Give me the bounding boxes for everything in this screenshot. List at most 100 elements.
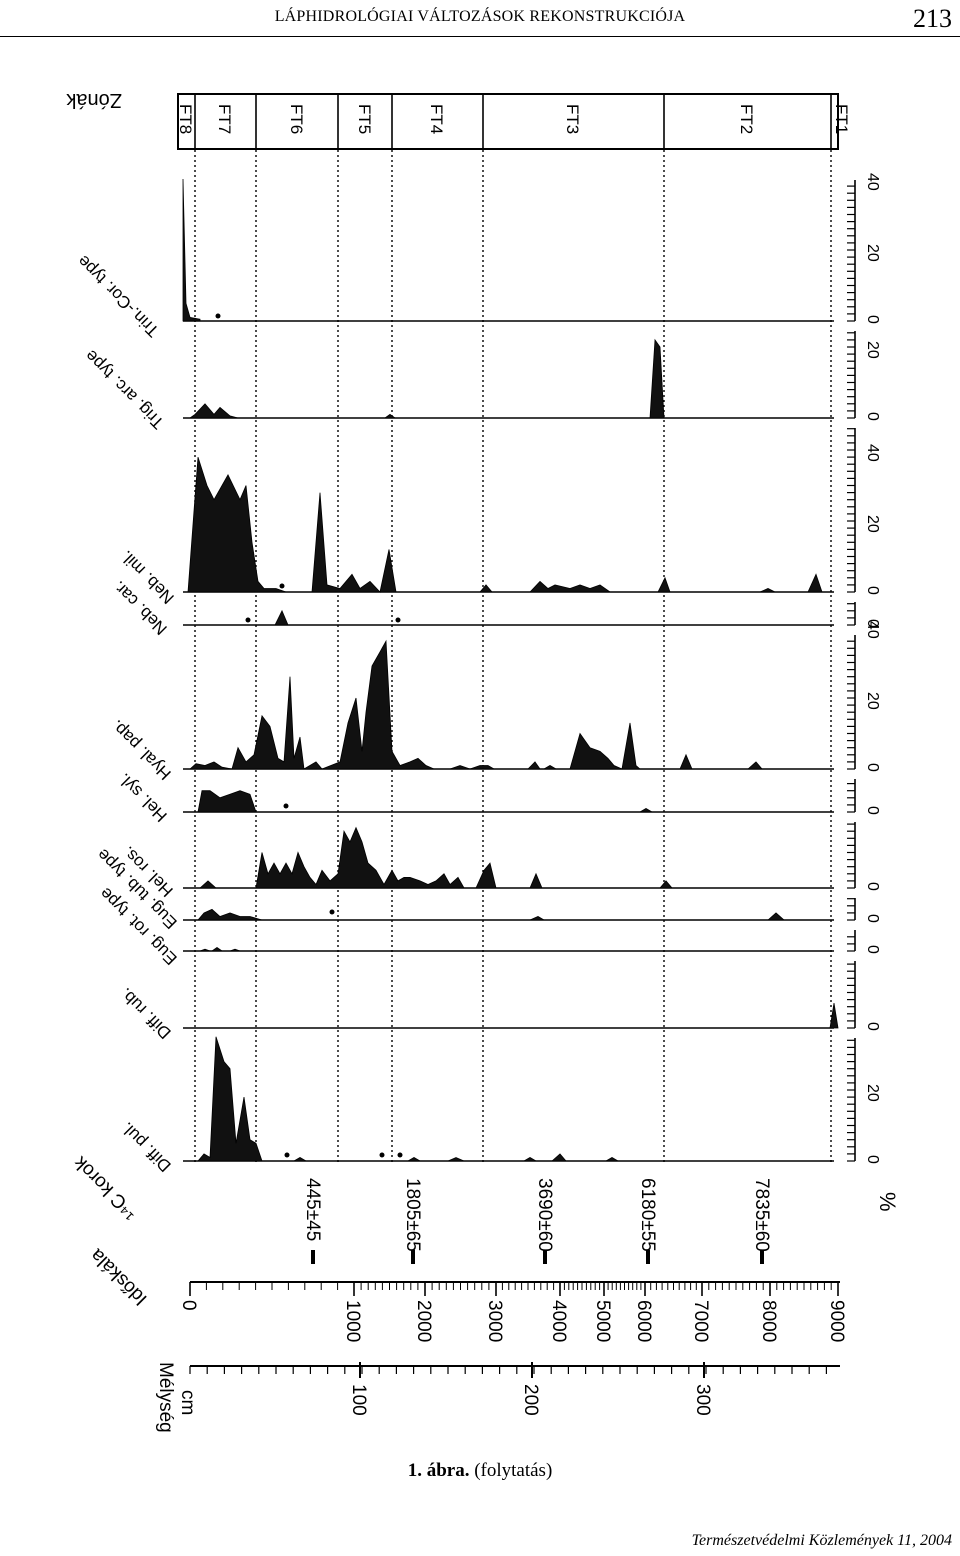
c14-heading: ¹⁴C korok [70, 1152, 142, 1224]
presence-marker [284, 1152, 290, 1158]
presence-marker [279, 583, 285, 589]
c14-date-label: 3690±60 [534, 1178, 555, 1252]
age-heading: Időskála [86, 1244, 151, 1309]
taxon-name: Diff. pul. [118, 1118, 175, 1175]
page-number: 213 [913, 4, 952, 33]
c14-date-label: 6180±55 [637, 1178, 658, 1252]
presence-marker [379, 1152, 385, 1158]
age-tick-label: 5000 [592, 1300, 613, 1342]
zone-label: FT3 [563, 104, 582, 134]
c14-date-label: 445±45 [302, 1178, 323, 1241]
taxon-abundance-curve [197, 790, 654, 813]
age-axis: 0 1000 2000 3000 4000 5000 6000 7000 8000 9000 Idő… [86, 1244, 847, 1342]
depth-tick-label: 100 [348, 1384, 369, 1416]
age-tick-label: 1000 [342, 1300, 363, 1342]
scale-label: 20 [864, 341, 881, 359]
zone-label: FT6 [287, 104, 306, 134]
taxon-abundance-curve [188, 338, 665, 419]
scale-label: 40 [864, 444, 881, 462]
taxon-name: Trig. arc. type [81, 346, 167, 432]
taxon-abundance-curve [197, 908, 786, 921]
taxon-abundance-curve [187, 456, 823, 593]
zone-label: FT1 [832, 104, 851, 134]
presence-marker [397, 1152, 403, 1158]
age-tick-label: 9000 [826, 1300, 847, 1342]
age-tick-label: 3000 [484, 1300, 505, 1342]
scale-label: 0 [864, 412, 881, 421]
c14-date-marker [311, 1250, 315, 1264]
c14-dates: 445±45 1805±65 3690±60 6180±55 7835±60 ¹⁴C ko… [70, 1152, 772, 1264]
taxon-name: Hyal. pap. [107, 716, 175, 784]
presence-marker [395, 617, 401, 623]
taxon-abundance-curve [199, 947, 241, 952]
scale-label: 0 [864, 806, 881, 815]
header-rule [0, 36, 960, 37]
depth-tick-label: 200 [520, 1384, 541, 1416]
depth-tick-label: 300 [692, 1384, 713, 1416]
scale-label: 0 [864, 1155, 881, 1164]
taxon-curves [182, 178, 839, 1162]
taxon-name: Diff. rub. [116, 984, 175, 1043]
zone-boundaries [194, 94, 832, 1165]
percent-unit: % [875, 1192, 900, 1212]
scale-label: 0 [864, 1022, 881, 1031]
age-tick-label: 7000 [690, 1300, 711, 1342]
presence-marker [283, 803, 289, 809]
scale-label: 40 [864, 621, 881, 639]
taxon-abundance-curve [198, 826, 673, 889]
c14-date-marker [411, 1250, 415, 1264]
presence-marker [215, 313, 221, 319]
c14-date-marker [760, 1250, 764, 1264]
scale-label: 20 [864, 515, 881, 533]
presence-marker [245, 617, 251, 623]
taxon-abundance-curve [829, 1003, 839, 1029]
zone-label: FT5 [355, 104, 374, 134]
scale-label: 0 [864, 945, 881, 954]
c14-date-marker [543, 1250, 547, 1264]
caption-label: 1. ábra. [407, 1460, 470, 1481]
zones-heading: Zónák [65, 89, 122, 111]
running-title: LÁPHIDROLÓGIAI VÁLTOZÁSOK REKONSTRUKCIÓJ… [274, 8, 686, 25]
age-tick-label: 6000 [633, 1300, 654, 1342]
figure-caption: 1. ábra. (folytatás) [0, 1460, 960, 1482]
scale-label: 20 [864, 1084, 881, 1102]
zone-label: FT2 [737, 104, 756, 134]
depth-heading: Mélység [155, 1362, 176, 1433]
running-head: LÁPHIDROLÓGIAI VÁLTOZÁSOK REKONSTRUKCIÓJ… [0, 4, 960, 37]
c14-date-label: 7835±60 [751, 1178, 772, 1252]
presence-marker [329, 909, 335, 915]
caption-text: (folytatás) [474, 1460, 553, 1481]
taxon-abundance-curve [197, 1036, 620, 1162]
testate-amoeba-diagram: FT8 FT7 FT6 FT5 FT4 FT3 FT2 FT1 Zónák Trin.-Cor.… [65, 89, 900, 1433]
scale-label: 0 [864, 914, 881, 923]
scale-label: 20 [864, 244, 881, 262]
zone-label: FT4 [427, 104, 446, 134]
scale-label: 0 [864, 315, 881, 324]
depth-axis: 100 200 300 Mélység cm [155, 1362, 840, 1433]
zone-labels: FT8 FT7 FT6 FT5 FT4 FT3 FT2 FT1 Zónák [65, 89, 851, 134]
zone-label: FT7 [215, 104, 234, 134]
scale-label: 0 [864, 882, 881, 891]
scale-label: 0 [864, 763, 881, 772]
scale-label: 20 [864, 692, 881, 710]
journal-footer: Természetvédelmi Közlemények 11, 2004 [691, 1532, 952, 1549]
scale-label: 40 [864, 173, 881, 191]
taxon-name: Trin.-Cor. type [74, 251, 163, 340]
age-tick-label: 8000 [758, 1300, 779, 1342]
taxon-abundance-curve [274, 609, 289, 626]
depth-unit: cm [177, 1390, 198, 1415]
zone-label: FT8 [176, 104, 195, 134]
c14-date-label: 1805±65 [402, 1178, 423, 1252]
age-tick-label: 0 [178, 1300, 199, 1311]
zone-box [177, 93, 839, 150]
c14-date-marker [646, 1250, 650, 1264]
scale-label: 0 [864, 586, 881, 595]
taxon-abundance-curve [188, 639, 763, 770]
scale-label: 0 [864, 619, 881, 628]
age-tick-label: 2000 [413, 1300, 434, 1342]
taxon-abundance-curve [182, 178, 201, 322]
zone-panel [177, 93, 839, 150]
age-tick-label: 4000 [548, 1300, 569, 1342]
